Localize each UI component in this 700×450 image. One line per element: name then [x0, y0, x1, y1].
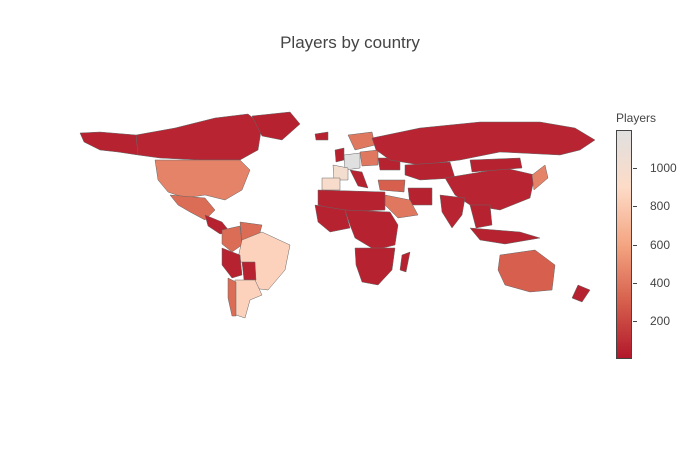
country-sweden[interactable] — [347, 131, 376, 151]
country-colombia[interactable] — [221, 225, 243, 253]
country-australia[interactable] — [497, 249, 556, 293]
colorbar — [616, 130, 632, 359]
country-kazakhstan[interactable] — [404, 161, 456, 181]
country-madagascar[interactable] — [399, 251, 411, 273]
colorbar-tick-label: 600 — [650, 237, 671, 252]
country-united-kingdom[interactable] — [334, 147, 345, 163]
country-southern-africa[interactable] — [354, 247, 396, 286]
country-spain[interactable] — [321, 177, 341, 191]
colorbar-tick-label: 1000 — [650, 161, 677, 176]
colorbar-tick-mark — [633, 244, 637, 246]
country-poland[interactable] — [359, 149, 379, 167]
colorbar-tick-mark — [633, 320, 637, 322]
country-mexico[interactable] — [169, 194, 216, 221]
colorbar-title: Players — [616, 111, 657, 125]
colorbar-tick-mark — [633, 282, 637, 284]
colorbar-tick-mark — [633, 168, 637, 170]
country-greenland[interactable] — [251, 111, 301, 141]
country-argentina[interactable] — [233, 279, 263, 319]
country-italy[interactable] — [349, 169, 369, 189]
country-united-states[interactable] — [154, 159, 251, 201]
country-france[interactable] — [332, 164, 349, 181]
country-india[interactable] — [439, 194, 466, 229]
country-peru[interactable] — [221, 247, 243, 279]
colorbar-tick-mark — [633, 206, 637, 208]
country-iran[interactable] — [407, 187, 433, 206]
country-west-africa[interactable] — [314, 204, 351, 233]
country-alaska[interactable] — [79, 131, 139, 156]
country-iceland[interactable] — [314, 131, 329, 141]
colorbar-tick-label: 800 — [650, 199, 671, 214]
country-japan[interactable] — [531, 164, 549, 191]
country-canada[interactable] — [135, 113, 263, 161]
country-mongolia[interactable] — [469, 157, 523, 173]
colorbar-tick-label: 400 — [650, 275, 671, 290]
country-germany[interactable] — [343, 152, 361, 171]
country-turkey[interactable] — [377, 179, 406, 193]
country-indonesia[interactable] — [469, 227, 541, 245]
country-central-africa[interactable] — [344, 209, 399, 251]
colorbar-tick-label: 200 — [650, 313, 671, 328]
country-chile[interactable] — [227, 277, 237, 317]
country-russia[interactable] — [371, 121, 596, 166]
country-new-zealand[interactable] — [571, 284, 591, 303]
country-se-asia[interactable] — [469, 204, 493, 229]
country-bolivia[interactable] — [241, 261, 257, 281]
chart-title: Players by country — [280, 33, 420, 52]
